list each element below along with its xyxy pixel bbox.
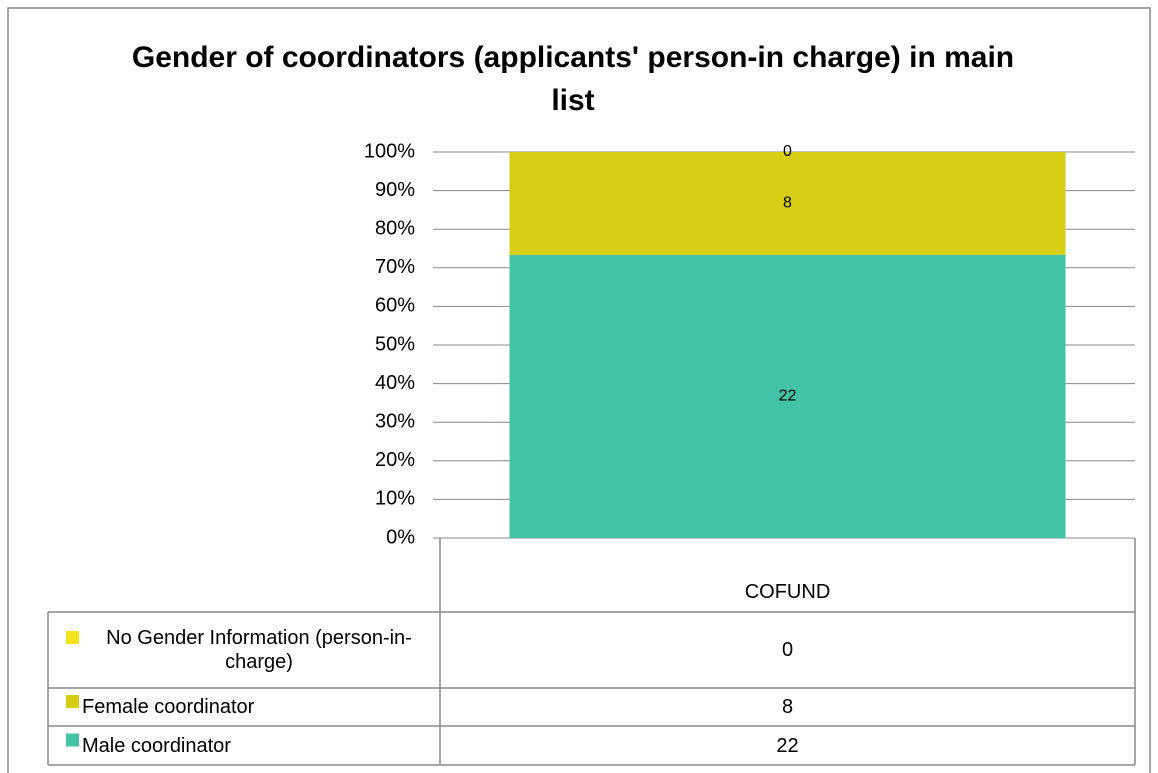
y-tick-label: 40% — [375, 372, 415, 394]
chart-title: Gender of coordinators (applicants' pers… — [131, 41, 1015, 117]
y-tick-label: 30% — [375, 410, 415, 432]
table-value: 22 — [776, 734, 799, 757]
y-tick-label: 100% — [364, 140, 415, 162]
legend-swatch — [66, 695, 79, 708]
y-tick-label: 20% — [375, 449, 415, 471]
legend-label: No Gender Information (person-in-charge) — [106, 627, 412, 673]
y-tick-label: 80% — [375, 217, 415, 239]
legend-swatch — [66, 733, 79, 747]
x-tick-label: COFUND — [744, 581, 831, 603]
data-label: 8 — [783, 195, 792, 212]
legend-label: Female coordinator — [82, 696, 255, 718]
data-label: 22 — [779, 388, 797, 405]
legend-label: Male coordinator — [82, 734, 231, 757]
chart-border — [7, 7, 1151, 773]
bar-segment — [509, 152, 1066, 255]
y-tick-label: 50% — [375, 333, 415, 355]
legend-swatch — [66, 631, 79, 644]
table-value: 8 — [781, 696, 794, 718]
y-tick-label: 10% — [375, 488, 415, 510]
bar-segment — [509, 254, 1066, 538]
data-label: 0 — [783, 143, 792, 160]
y-tick-label: 90% — [375, 179, 415, 201]
y-tick-label: 0% — [386, 526, 415, 548]
y-tick-label: 60% — [375, 295, 415, 317]
y-tick-label: 70% — [375, 256, 415, 278]
table-value: 0 — [781, 639, 794, 661]
